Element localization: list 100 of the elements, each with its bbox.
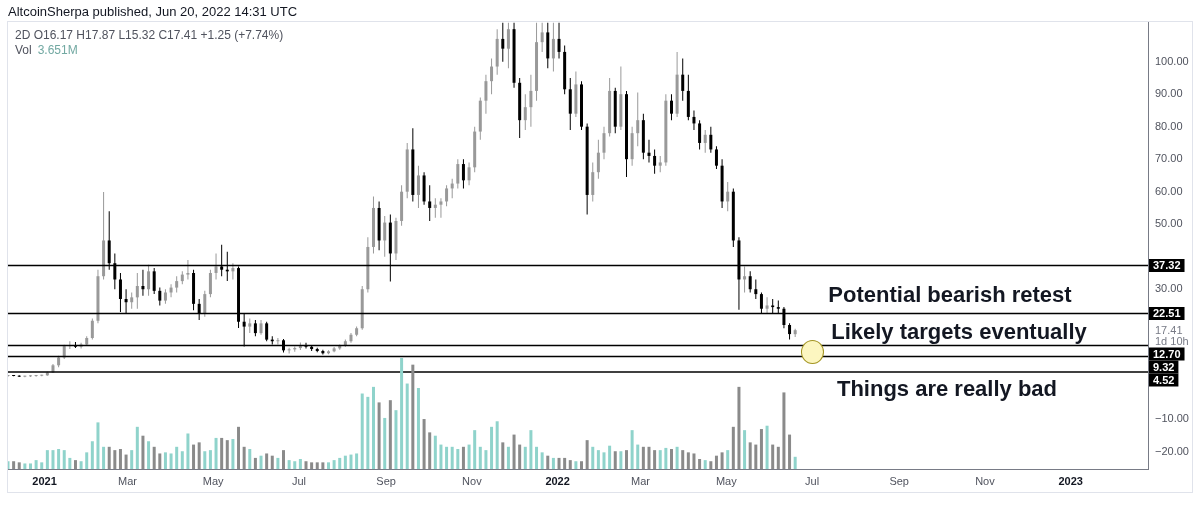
bar [293,461,297,469]
x-tick-label: 2023 [1058,474,1083,487]
bar [68,457,72,469]
bar [203,451,207,469]
bar [28,463,32,469]
bar [563,457,567,469]
bar [551,457,555,469]
bar [394,410,398,469]
bar [776,446,780,469]
bar [73,460,77,469]
bar [720,452,724,469]
bar [287,460,291,469]
bar [355,453,359,469]
bar [456,449,460,469]
bar [754,444,758,469]
y-tick-label: −10.00 [1155,412,1189,425]
bar [793,456,797,469]
bar [450,446,454,469]
x-tick-label: Sep [376,474,396,487]
x-tick-label: 2022 [545,474,570,487]
x-tick-label: May [715,474,738,487]
bar [57,449,61,469]
x-tick-label: Mar [118,474,138,487]
bar [473,430,477,469]
bar [377,402,381,469]
bar [675,446,679,469]
bar [625,450,628,469]
bar [546,455,550,469]
bar [478,446,482,469]
annotation: Potential bearish retest [828,282,1073,308]
y-tick-label: −20.00 [1155,444,1189,457]
ref-line-label: 22.51 [1153,307,1181,320]
bar [321,462,325,469]
y-tick-label: 60.00 [1155,184,1183,197]
bar [540,452,544,469]
bar [748,442,752,469]
bar [495,421,499,469]
x-tick-label: Nov [462,474,483,487]
bar [467,444,471,469]
bar [180,451,184,469]
bar [602,452,606,469]
bar [388,400,392,469]
bar [366,396,370,469]
bar [175,446,179,469]
x-tick-label: 2021 [32,474,57,487]
y-tick-label: 70.00 [1155,152,1183,165]
bar [130,450,134,469]
y-tick-label: 90.00 [1155,87,1183,100]
bar [506,446,510,469]
bar [703,460,707,469]
y-tick-label: 50.00 [1155,217,1183,230]
bar [591,446,595,469]
bar [653,450,657,469]
bar [664,447,668,469]
bar [34,460,38,469]
bar [439,444,443,469]
bar [242,446,246,469]
bar [484,450,488,469]
bar [422,419,426,469]
x-tick-label: Mar [631,474,651,487]
bar [692,453,696,469]
bar [298,459,302,469]
bar [641,446,645,469]
bar [630,430,634,469]
bar [709,461,713,469]
x-tick-label: Sep [889,474,909,487]
legend-label: 9.32 [1153,360,1175,373]
bar [265,453,269,469]
y-tick-label: 30.00 [1155,282,1183,295]
bar [107,446,111,469]
text: 1d 10h [1155,335,1189,348]
bar [343,455,347,469]
ref-line-label: 12.70 [1153,347,1181,360]
bar [416,387,420,469]
bar [613,451,617,469]
bar [158,453,162,469]
bar [731,426,735,469]
bar [118,449,122,469]
bar [765,425,769,469]
bar [197,442,201,469]
annotation: Likely targets eventually [831,319,1088,345]
bar [428,432,432,469]
bar [332,460,336,469]
bar [681,450,685,469]
bar [714,455,718,469]
bar [192,444,196,469]
bar [208,450,212,469]
bar [310,462,314,469]
bar [669,449,673,469]
annotation: 3.651M [37,43,78,57]
bar [529,430,533,469]
bar [608,445,612,469]
bar [12,461,16,469]
bar [371,386,375,469]
bar [135,426,139,469]
bar [253,457,257,469]
bar [225,440,229,469]
bar [349,454,353,469]
bar [658,450,662,469]
bar [62,450,66,469]
